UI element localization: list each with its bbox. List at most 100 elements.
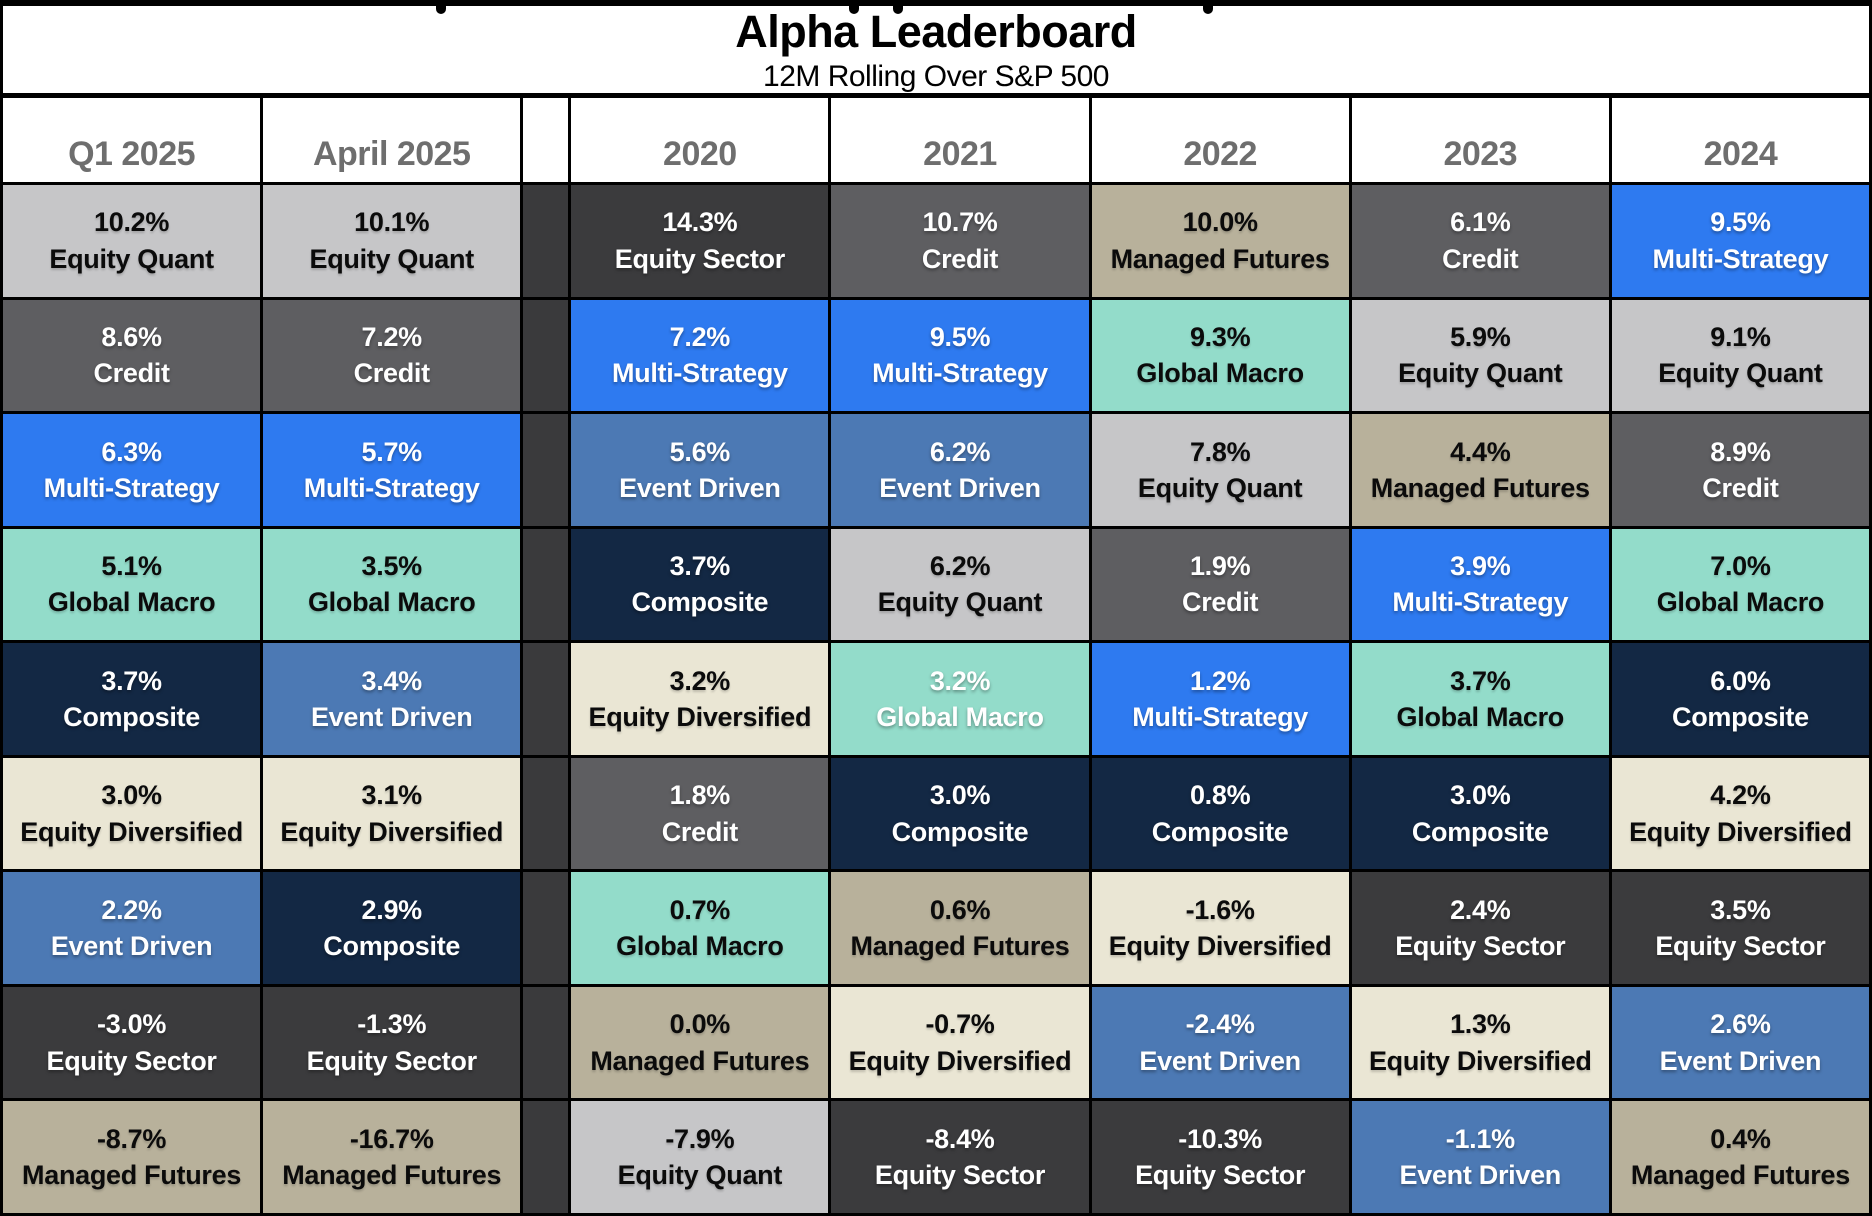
cell-value: 5.7% xyxy=(361,436,423,467)
leaderboard-cell: 9.1% Equity Quant xyxy=(1611,299,1869,412)
cell-strategy-label: Event Driven xyxy=(1399,1160,1562,1191)
cell-value: 3.9% xyxy=(1450,551,1511,582)
cell-value: 9.5% xyxy=(929,321,991,352)
cell-strategy-label: Multi-Strategy xyxy=(1132,701,1309,732)
leaderboard-cell: 3.4% Event Driven xyxy=(263,643,521,755)
leaderboard-cell: 7.2% Multi-Strategy xyxy=(571,299,829,412)
cell-strategy-label: Equity Quant xyxy=(309,243,475,274)
cell-strategy-label: Composite xyxy=(1672,701,1809,732)
leaderboard-cell: 14.3% Equity Sector xyxy=(571,185,829,297)
cell-strategy-label: Managed Futures xyxy=(1370,472,1590,503)
cell-strategy-label: Event Driven xyxy=(1139,1045,1301,1076)
column-header-april-2025: April 2025 xyxy=(263,98,521,182)
page-title: Alpha Leaderboard xyxy=(735,5,1137,57)
cell-strategy-label: Equity Sector xyxy=(1395,931,1566,962)
cell-strategy-label: Event Driven xyxy=(879,472,1041,503)
row-spacer xyxy=(523,872,569,984)
cell-value: 6.2% xyxy=(929,436,991,467)
cell-value: 14.3% xyxy=(662,207,738,238)
cell-value: 4.2% xyxy=(1710,780,1771,811)
title-box: Alpha Leaderboard 12M Rolling Over S&P 5… xyxy=(3,6,1869,98)
cell-strategy-label: Credit xyxy=(1182,587,1259,618)
leaderboard-cell: 0.4% Managed Futures xyxy=(1611,1101,1869,1213)
cell-strategy-label: Event Driven xyxy=(619,472,781,503)
leaderboard-cell: 3.1% Equity Diversified xyxy=(263,757,521,870)
cell-value: 3.7% xyxy=(1450,665,1511,696)
cell-strategy-label: Equity Diversified xyxy=(588,701,812,732)
cell-strategy-label: Global Macro xyxy=(47,587,216,618)
leaderboard-cell: 3.2% Equity Diversified xyxy=(571,643,829,755)
cell-strategy-label: Multi-Strategy xyxy=(611,358,788,389)
cropped-glyph-artifact xyxy=(436,6,446,14)
row-spacer xyxy=(523,643,569,755)
cell-value: 8.9% xyxy=(1710,436,1771,467)
cell-strategy-label: Credit xyxy=(93,358,170,389)
cell-strategy-label: Managed Futures xyxy=(850,931,1070,962)
cell-value: 9.5% xyxy=(1710,207,1771,238)
cell-strategy-label: Multi-Strategy xyxy=(1652,243,1829,274)
cropped-glyph-artifact xyxy=(849,6,859,14)
cell-strategy-label: Equity Diversified xyxy=(20,816,243,847)
cell-value: 3.2% xyxy=(669,665,731,696)
cell-strategy-label: Equity Quant xyxy=(617,1160,783,1191)
cell-strategy-label: Credit xyxy=(661,816,739,847)
leaderboard-cell: 1.2% Multi-Strategy xyxy=(1091,643,1349,755)
cell-strategy-label: Global Macro xyxy=(1656,587,1825,618)
cell-strategy-label: Managed Futures xyxy=(1110,243,1330,274)
row-spacer xyxy=(523,414,569,526)
cell-value: 10.1% xyxy=(354,207,430,238)
leaderboard-cell: -10.3% Equity Sector xyxy=(1091,1101,1349,1213)
cell-value: -0.7% xyxy=(925,1009,995,1040)
cell-value: 10.0% xyxy=(1182,207,1258,238)
leaderboard-cell: 5.7% Multi-Strategy xyxy=(263,414,521,526)
cell-strategy-label: Equity Sector xyxy=(874,1160,1046,1191)
cell-value: 0.7% xyxy=(669,894,731,925)
cell-strategy-label: Equity Quant xyxy=(1658,358,1823,389)
cell-value: 3.7% xyxy=(669,551,731,582)
leaderboard-cell: 9.3% Global Macro xyxy=(1091,299,1349,412)
leaderboard-cell: 9.5% Multi-Strategy xyxy=(1611,185,1869,297)
leaderboard-cell: -8.7% Managed Futures xyxy=(3,1101,261,1213)
leaderboard-cell: 10.1% Equity Quant xyxy=(263,185,521,297)
cell-strategy-label: Equity Sector xyxy=(1135,1160,1306,1191)
cell-strategy-label: Managed Futures xyxy=(590,1045,810,1076)
cell-strategy-label: Multi-Strategy xyxy=(303,472,480,503)
leaderboard-cell: 8.6% Credit xyxy=(3,299,261,412)
cell-strategy-label: Equity Diversified xyxy=(848,1045,1072,1076)
cell-value: 3.5% xyxy=(361,551,423,582)
leaderboard-cell: 2.9% Composite xyxy=(263,872,521,984)
cell-value: 3.7% xyxy=(101,665,162,696)
cell-strategy-label: Equity Quant xyxy=(877,587,1043,618)
cell-strategy-label: Composite xyxy=(1151,816,1289,847)
row-spacer xyxy=(523,528,569,641)
cell-strategy-label: Equity Diversified xyxy=(1629,816,1852,847)
cell-value: 6.0% xyxy=(1710,665,1771,696)
cell-value: 3.2% xyxy=(929,665,991,696)
cell-value: 1.8% xyxy=(669,780,731,811)
leaderboard-cell: 6.2% Equity Quant xyxy=(831,528,1089,641)
cell-value: 0.8% xyxy=(1189,780,1251,811)
leaderboard-cell: 4.4% Managed Futures xyxy=(1351,414,1609,526)
leaderboard-cell: 10.0% Managed Futures xyxy=(1091,185,1349,297)
cell-strategy-label: Event Driven xyxy=(310,701,473,732)
cell-strategy-label: Managed Futures xyxy=(1630,1160,1850,1191)
cell-strategy-label: Managed Futures xyxy=(22,1160,242,1191)
leaderboard-cell: -7.9% Equity Quant xyxy=(571,1101,829,1213)
cell-value: -2.4% xyxy=(1185,1009,1255,1040)
leaderboard-cell: 6.3% Multi-Strategy xyxy=(3,414,261,526)
cell-value: 9.3% xyxy=(1189,321,1251,352)
leaderboard-cell: 1.3% Equity Diversified xyxy=(1351,986,1609,1099)
leaderboard-cell: -8.4% Equity Sector xyxy=(831,1101,1089,1213)
leaderboard-cell: 8.9% Credit xyxy=(1611,414,1869,526)
cell-value: 5.6% xyxy=(669,436,731,467)
leaderboard-cell: 3.0% Composite xyxy=(1351,757,1609,870)
cell-value: 10.2% xyxy=(94,207,170,238)
leaderboard-cell: 9.5% Multi-Strategy xyxy=(831,299,1089,412)
cell-value: 7.8% xyxy=(1189,436,1251,467)
cell-strategy-label: Equity Quant xyxy=(1398,358,1563,389)
column-header-2021: 2021 xyxy=(831,98,1089,182)
cell-strategy-label: Credit xyxy=(921,243,999,274)
cell-value: 0.0% xyxy=(669,1009,731,1040)
leaderboard-cell: 3.7% Composite xyxy=(571,528,829,641)
cell-value: 2.9% xyxy=(361,894,423,925)
